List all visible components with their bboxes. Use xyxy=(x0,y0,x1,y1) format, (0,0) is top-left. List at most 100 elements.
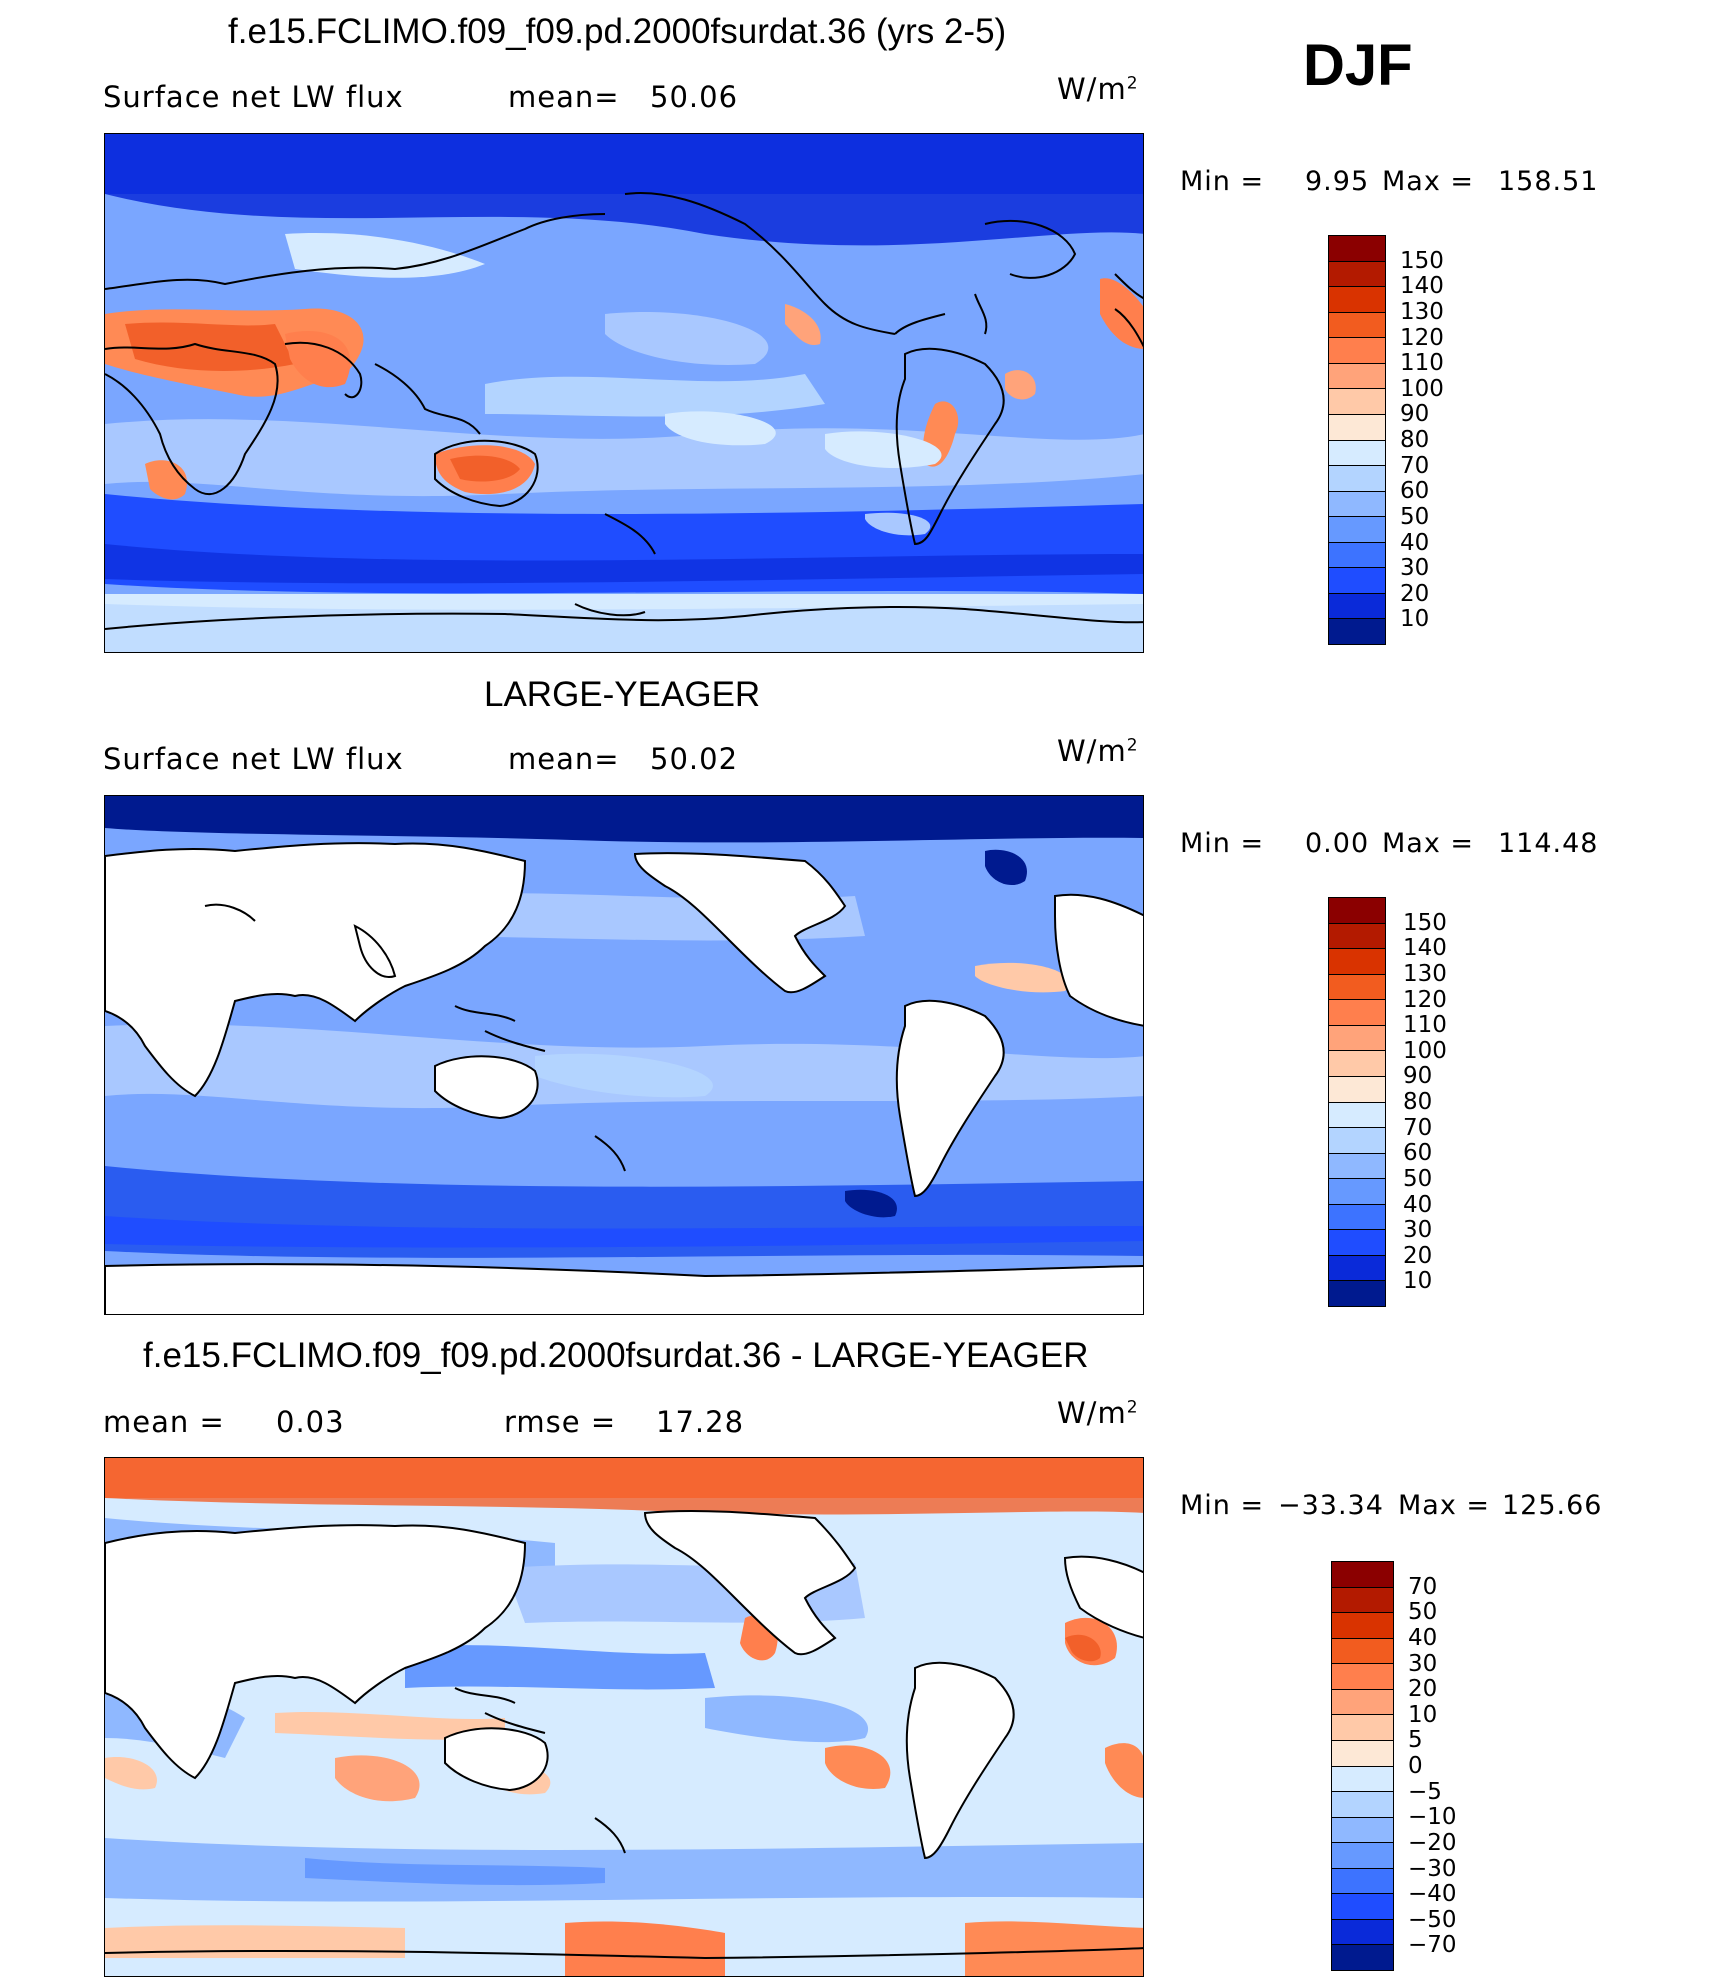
colorbar-tick-label: 70 xyxy=(1400,452,1430,479)
colorbar-segment xyxy=(1332,1817,1393,1844)
season-label: DJF xyxy=(1303,33,1413,98)
panel2-mean-value: 50.02 xyxy=(650,742,739,776)
panel2-max-value: 114.48 xyxy=(1498,828,1599,859)
panel1-colorbar-labels: 150 140 130 120 110 100 90 80 70 60 50 4… xyxy=(1400,235,1480,645)
colorbar-tick-label: 130 xyxy=(1403,960,1447,987)
colorbar-tick-label: 150 xyxy=(1403,909,1447,936)
colorbar-tick-label: 30 xyxy=(1400,555,1430,582)
colorbar-tick-label: 140 xyxy=(1400,273,1444,300)
colorbar-tick-label: 60 xyxy=(1400,478,1430,505)
colorbar-segment xyxy=(1332,1664,1393,1690)
panel2-min-value: 0.00 xyxy=(1305,828,1370,859)
colorbar-segment xyxy=(1332,1689,1393,1716)
colorbar-tick-label: 70 xyxy=(1403,1114,1433,1141)
panel1-min-label: Min = xyxy=(1180,166,1265,197)
colorbar-tick-label: −30 xyxy=(1408,1855,1457,1882)
colorbar-tick-label: 20 xyxy=(1403,1242,1433,1269)
panel2-colorbar xyxy=(1328,897,1386,1307)
panel3-units: W/m2 xyxy=(1057,1396,1139,1430)
colorbar-tick-label: −40 xyxy=(1408,1881,1457,1908)
colorbar-tick-label: −10 xyxy=(1408,1804,1457,1831)
colorbar-segment xyxy=(1332,1766,1393,1793)
colorbar-segment xyxy=(1332,1638,1393,1665)
colorbar-segment xyxy=(1332,1868,1393,1895)
colorbar-tick-label: 30 xyxy=(1403,1217,1433,1244)
colorbar-tick-label: 120 xyxy=(1400,324,1444,351)
colorbar-tick-label: −5 xyxy=(1408,1778,1442,1805)
panel3-title: f.e15.FCLIMO.f09_f09.pd.2000fsurdat.36 -… xyxy=(143,1336,1089,1375)
colorbar-segment xyxy=(1329,1204,1385,1231)
panel3-max-value: 125.66 xyxy=(1502,1490,1603,1521)
colorbar-segment xyxy=(1329,261,1385,288)
panel1-units: W/m2 xyxy=(1057,72,1139,106)
colorbar-tick-label: 130 xyxy=(1400,298,1444,325)
colorbar-segment xyxy=(1329,1102,1385,1129)
colorbar-segment xyxy=(1329,466,1385,492)
colorbar-segment xyxy=(1329,363,1385,390)
panel2-map xyxy=(104,795,1144,1315)
colorbar-segment xyxy=(1329,1281,1385,1306)
colorbar-segment xyxy=(1332,1919,1393,1946)
colorbar-segment xyxy=(1329,974,1385,1001)
colorbar-segment xyxy=(1329,898,1385,924)
colorbar-tick-label: 50 xyxy=(1403,1165,1433,1192)
colorbar-tick-label: 100 xyxy=(1403,1037,1447,1064)
panel3-max-label: Max = xyxy=(1398,1490,1491,1521)
colorbar-segment xyxy=(1329,312,1385,339)
colorbar-tick-label: −20 xyxy=(1408,1829,1457,1856)
colorbar-tick-label: 30 xyxy=(1408,1650,1438,1677)
panel2-min-label: Min = xyxy=(1180,828,1265,859)
panel2-variable: Surface net LW flux xyxy=(103,742,404,776)
colorbar-tick-label: 5 xyxy=(1408,1727,1423,1754)
panel1-min-value: 9.95 xyxy=(1305,166,1370,197)
colorbar-segment xyxy=(1329,1025,1385,1052)
colorbar-segment xyxy=(1329,414,1385,441)
colorbar-segment xyxy=(1332,1715,1393,1741)
panel2-mean-label: mean= xyxy=(508,742,620,776)
colorbar-tick-label: 120 xyxy=(1403,986,1447,1013)
colorbar-segment xyxy=(1332,1587,1393,1614)
panel2-units: W/m2 xyxy=(1057,734,1139,768)
colorbar-segment xyxy=(1332,1613,1393,1639)
panel3-min-value: −33.34 xyxy=(1278,1490,1384,1521)
colorbar-segment xyxy=(1329,1230,1385,1256)
panel3-rmse-label: rmse = xyxy=(504,1405,617,1439)
colorbar-segment xyxy=(1329,568,1385,594)
colorbar-tick-label: 80 xyxy=(1403,1089,1433,1115)
colorbar-segment xyxy=(1329,517,1385,543)
colorbar-tick-label: 40 xyxy=(1408,1624,1438,1651)
panel3-colorbar-labels: 70 50 40 30 20 10 5 0 −5 −10 −20 −30 −40… xyxy=(1408,1561,1488,1971)
colorbar-tick-label: 10 xyxy=(1400,606,1430,633)
panel1-colorbar xyxy=(1328,235,1386,645)
colorbar-segment xyxy=(1329,1076,1385,1103)
colorbar-segment xyxy=(1332,1843,1393,1869)
panel2-max-label: Max = xyxy=(1382,828,1475,859)
colorbar-segment xyxy=(1329,1128,1385,1154)
colorbar-segment xyxy=(1329,1153,1385,1180)
colorbar-tick-label: 110 xyxy=(1403,1012,1447,1039)
panel1-map xyxy=(104,133,1144,653)
colorbar-tick-label: 110 xyxy=(1400,350,1444,377)
colorbar-tick-label: 10 xyxy=(1408,1701,1438,1728)
colorbar-tick-label: −50 xyxy=(1408,1906,1457,1933)
colorbar-tick-label: 100 xyxy=(1400,375,1444,402)
colorbar-tick-label: 0 xyxy=(1408,1753,1423,1779)
colorbar-tick-label: 40 xyxy=(1400,529,1430,556)
colorbar-segment xyxy=(1332,1792,1393,1818)
panel2-colorbar-labels: 150 140 130 120 110 100 90 80 70 60 50 4… xyxy=(1403,897,1483,1307)
colorbar-segment xyxy=(1329,619,1385,644)
colorbar-tick-label: 10 xyxy=(1403,1268,1433,1295)
colorbar-segment xyxy=(1329,1000,1385,1026)
colorbar-tick-label: 80 xyxy=(1400,427,1430,453)
panel3-rmse-value: 17.28 xyxy=(656,1405,745,1439)
colorbar-tick-label: 90 xyxy=(1403,1063,1433,1090)
colorbar-tick-label: 20 xyxy=(1408,1676,1438,1703)
panel1-title: f.e15.FCLIMO.f09_f09.pd.2000fsurdat.36 (… xyxy=(228,12,1007,51)
colorbar-segment xyxy=(1332,1894,1393,1920)
colorbar-segment xyxy=(1329,491,1385,518)
colorbar-tick-label: −70 xyxy=(1408,1932,1457,1959)
colorbar-tick-label: 140 xyxy=(1403,935,1447,962)
colorbar-tick-label: 50 xyxy=(1408,1599,1438,1626)
colorbar-segment xyxy=(1329,593,1385,620)
colorbar-tick-label: 50 xyxy=(1400,503,1430,530)
